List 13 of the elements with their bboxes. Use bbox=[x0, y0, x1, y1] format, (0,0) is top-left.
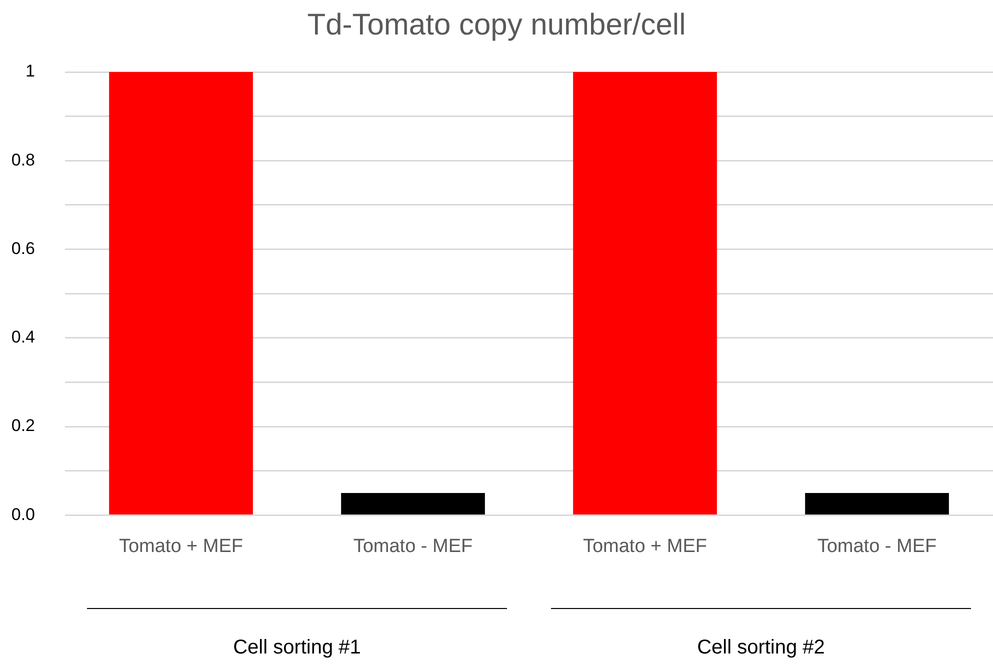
x-tick-label: Tomato + MEF bbox=[118, 536, 244, 557]
x-tick-label: Tomato + MEF bbox=[582, 536, 708, 557]
y-tick-label: 0.2 bbox=[11, 416, 35, 436]
text: Cell sorting #1 bbox=[233, 636, 361, 659]
y-tick-label: 0.6 bbox=[11, 238, 35, 258]
y-tick-label: 0.4 bbox=[11, 328, 35, 347]
y-tick-label: 1 bbox=[26, 62, 35, 81]
text: Cell sorting #2 bbox=[697, 636, 825, 659]
y-tick-label: 0.0 bbox=[11, 504, 35, 524]
chart-title: Td-Tomato copy number/cell bbox=[307, 8, 686, 42]
x-tick-label: Tomato - MEF bbox=[817, 536, 937, 557]
x-tick-label: Tomato - MEF bbox=[353, 536, 473, 557]
y-tick-label: 0.8 bbox=[11, 150, 35, 170]
